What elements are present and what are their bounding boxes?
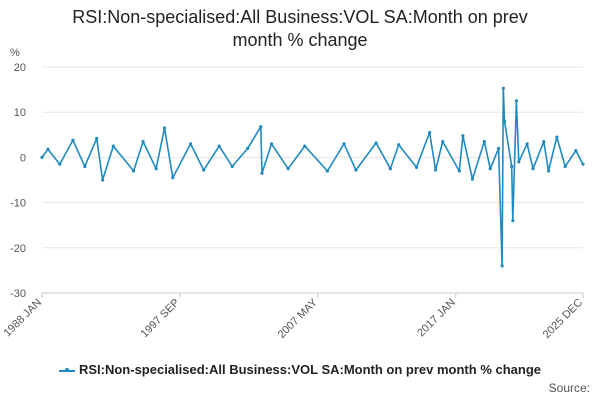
data-point bbox=[46, 147, 50, 151]
data-point bbox=[95, 136, 99, 141]
data-point bbox=[202, 168, 206, 172]
data-point bbox=[342, 142, 346, 146]
data-point bbox=[259, 125, 263, 129]
data-point bbox=[501, 86, 505, 90]
data-point bbox=[500, 264, 504, 268]
data-point bbox=[511, 219, 515, 223]
data-point bbox=[563, 164, 567, 169]
data-point bbox=[510, 164, 514, 169]
chart-title: RSI:Non-specialised:All Business:VOL SA:… bbox=[0, 6, 600, 52]
data-point bbox=[457, 169, 461, 173]
chart-title-line-2: month % change bbox=[232, 30, 368, 50]
data-point bbox=[574, 149, 578, 153]
chart-title-line-1: RSI:Non-specialised:All Business:VOL SA:… bbox=[72, 7, 528, 27]
data-point bbox=[83, 164, 87, 169]
data-point bbox=[131, 169, 136, 173]
data-point bbox=[162, 126, 167, 130]
data-point bbox=[171, 176, 175, 180]
y-tick-label: -20 bbox=[10, 243, 26, 255]
data-point bbox=[531, 167, 535, 171]
legend-swatch bbox=[58, 367, 75, 372]
data-point bbox=[71, 138, 75, 142]
data-point bbox=[269, 142, 274, 146]
data-point bbox=[141, 139, 145, 144]
y-tick-label: -10 bbox=[10, 198, 26, 210]
data-point bbox=[482, 139, 486, 144]
data-point bbox=[581, 162, 585, 166]
y-axis-ticks: 20 10 0 -10 -20 -30 bbox=[10, 62, 26, 300]
series-line bbox=[41, 87, 584, 267]
data-point bbox=[286, 167, 290, 171]
data-point bbox=[461, 134, 465, 138]
data-point bbox=[230, 164, 234, 169]
data-point bbox=[414, 165, 419, 169]
data-point bbox=[246, 146, 250, 150]
data-point bbox=[397, 143, 401, 147]
source-label: Source: bbox=[548, 381, 590, 395]
data-point bbox=[40, 155, 44, 159]
data-point bbox=[525, 142, 529, 146]
data-point bbox=[428, 130, 432, 135]
data-point bbox=[488, 167, 492, 171]
data-point bbox=[441, 139, 445, 144]
y-tick-label: -30 bbox=[10, 288, 26, 300]
data-point bbox=[517, 160, 521, 164]
legend: RSI:Non-specialised:All Business:VOL SA:… bbox=[0, 362, 600, 377]
y-tick-label: 20 bbox=[14, 62, 26, 74]
data-point bbox=[101, 178, 105, 182]
y-axis-label: % bbox=[10, 47, 20, 59]
data-point bbox=[58, 162, 62, 166]
data-point bbox=[470, 177, 475, 181]
y-tick-label: 0 bbox=[20, 152, 26, 164]
data-point bbox=[555, 135, 559, 139]
x-tick-label: 1988 JAN bbox=[1, 297, 44, 340]
x-axis: 1988 JAN 1997 SEP 2007 MAY 2017 JAN 2025 DEC bbox=[1, 292, 585, 341]
data-point bbox=[542, 139, 546, 144]
data-point bbox=[514, 99, 519, 103]
data-point bbox=[303, 144, 307, 148]
data-point bbox=[546, 169, 551, 173]
data-point bbox=[374, 141, 378, 145]
data-point bbox=[260, 171, 264, 175]
y-tick-label: 10 bbox=[14, 107, 26, 119]
x-tick-label: 2007 MAY bbox=[276, 296, 321, 341]
series-layer bbox=[40, 86, 585, 268]
x-tick-label: 2017 JAN bbox=[415, 297, 458, 340]
data-point bbox=[433, 168, 438, 172]
x-tick-label: 1997 SEP bbox=[139, 297, 183, 341]
data-point bbox=[189, 142, 193, 146]
data-point bbox=[217, 144, 221, 148]
data-point bbox=[154, 167, 158, 171]
data-point bbox=[496, 146, 501, 150]
x-tick-label: 2025 DEC bbox=[541, 297, 585, 341]
data-point bbox=[354, 168, 358, 172]
data-point bbox=[502, 119, 507, 123]
data-point bbox=[325, 169, 329, 173]
data-point bbox=[388, 167, 392, 171]
legend-label: RSI:Non-specialised:All Business:VOL SA:… bbox=[78, 362, 542, 377]
data-point bbox=[111, 144, 115, 148]
